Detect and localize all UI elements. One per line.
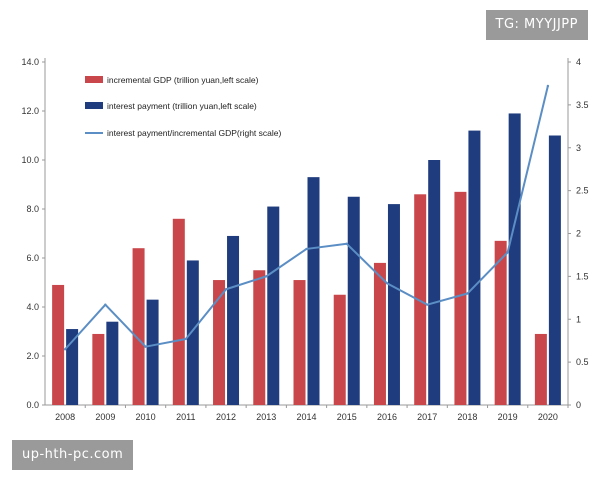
x-axis: 2008 2009 2010 2011 2012 2013 2014 2015 2016 2017… xyxy=(45,404,569,422)
right-tick-label: 3.5 xyxy=(576,100,589,110)
left-tick-label: 12.0 xyxy=(21,106,39,116)
right-tick-label: 3 xyxy=(576,143,581,153)
bar-incremental-gdp xyxy=(52,284,65,405)
ratio-line-point xyxy=(345,242,348,245)
left-tick-label: 14.0 xyxy=(21,57,39,67)
x-tick-label: 2020 xyxy=(538,412,558,422)
ratio-line-point xyxy=(265,275,268,278)
right-tick-label: 4 xyxy=(576,57,581,67)
legend-item: incremental GDP (trillion yuan,left scal… xyxy=(85,75,259,85)
right-tick-label: 0 xyxy=(576,400,581,410)
ratio-line-point xyxy=(144,345,147,348)
bar-incremental-gdp xyxy=(534,333,547,405)
x-tick-label: 2018 xyxy=(457,412,477,422)
right-tick-label: 1 xyxy=(576,314,581,324)
bar-incremental-gdp xyxy=(213,280,226,405)
legend-label: incremental GDP (trillion yuan,left scal… xyxy=(107,75,259,85)
ratio-line-point xyxy=(385,282,389,285)
x-tick-label: 2017 xyxy=(417,412,437,422)
bar-interest-payment xyxy=(387,204,400,405)
ratio-line-point xyxy=(224,288,228,291)
ratio-line-point xyxy=(184,337,188,341)
bar-interest-payment xyxy=(347,196,360,405)
watermark-badge-bottom: up-hth-pc.com xyxy=(12,440,134,470)
x-tick-label: 2012 xyxy=(216,412,236,422)
bar-interest-payment xyxy=(186,260,199,405)
legend-swatch xyxy=(85,102,103,109)
bar-interest-payment xyxy=(508,113,521,405)
bar-incremental-gdp xyxy=(333,294,346,405)
ratio-line-point xyxy=(466,292,469,295)
bar-incremental-gdp xyxy=(293,280,306,405)
watermark-badge-top: TG: MYYJJPP xyxy=(485,10,588,40)
bar-incremental-gdp xyxy=(92,333,105,405)
legend: incremental GDP (trillion yuan,left scal… xyxy=(85,75,281,138)
right-axis: 0 0.5 1 1.5 2 2.5 3 3.5 4 xyxy=(567,57,589,410)
bar-interest-payment xyxy=(267,206,280,405)
legend-label: interest payment (trillion yuan,left sca… xyxy=(107,101,257,111)
right-tick-label: 0.5 xyxy=(576,357,589,367)
x-tick-label: 2014 xyxy=(296,412,316,422)
bar-interest-payment xyxy=(428,160,441,405)
ratio-line-point xyxy=(63,348,67,351)
x-tick-label: 2008 xyxy=(55,412,75,422)
x-tick-label: 2013 xyxy=(256,412,276,422)
bar-interest-payment xyxy=(227,235,240,405)
legend-item: interest payment/incremental GDP(right s… xyxy=(85,128,281,138)
ratio-line-point xyxy=(506,251,509,254)
legend-item: interest payment (trillion yuan,left sca… xyxy=(85,101,257,111)
left-tick-label: 0.0 xyxy=(26,400,39,410)
x-tick-label: 2019 xyxy=(498,412,518,422)
bar-incremental-gdp xyxy=(172,218,185,405)
left-tick-label: 8.0 xyxy=(26,204,39,214)
left-tick-label: 4.0 xyxy=(26,302,39,312)
bar-interest-payment xyxy=(106,321,119,405)
bar-incremental-gdp xyxy=(373,262,386,405)
ratio-line-point xyxy=(104,303,107,306)
ratio-line-point xyxy=(305,247,308,251)
x-tick-label: 2016 xyxy=(377,412,397,422)
left-tick-label: 2.0 xyxy=(26,351,39,361)
bar-incremental-gdp xyxy=(494,240,507,405)
bar-incremental-gdp xyxy=(253,270,266,405)
ratio-line-point xyxy=(425,303,429,306)
legend-swatch xyxy=(85,76,103,83)
left-tick-label: 6.0 xyxy=(26,253,39,263)
bar-interest-payment xyxy=(66,329,79,405)
legend-label: interest payment/incremental GDP(right s… xyxy=(107,128,281,138)
bar-incremental-gdp xyxy=(132,248,145,405)
x-tick-label: 2010 xyxy=(136,412,156,422)
bar-incremental-gdp xyxy=(454,191,467,405)
bar-interest-payment xyxy=(307,177,320,405)
right-tick-label: 2.5 xyxy=(576,186,589,196)
ratio-line-group xyxy=(63,84,550,351)
x-tick-label: 2015 xyxy=(337,412,357,422)
bar-incremental-gdp xyxy=(414,194,427,405)
x-tick-label: 2011 xyxy=(176,412,195,422)
x-tick-label: 2009 xyxy=(95,412,115,422)
left-axis: 0.0 2.0 4.0 6.0 8.0 10.0 12.0 14.0 xyxy=(21,57,46,410)
bar-interest-payment xyxy=(468,130,481,405)
right-tick-label: 1.5 xyxy=(576,271,589,281)
bar-interest-payment xyxy=(548,135,561,405)
left-tick-label: 10.0 xyxy=(21,155,39,165)
right-tick-label: 2 xyxy=(576,229,581,239)
bar-group xyxy=(52,113,561,405)
bar-interest-payment xyxy=(146,299,159,405)
ratio-line-point xyxy=(546,84,550,88)
